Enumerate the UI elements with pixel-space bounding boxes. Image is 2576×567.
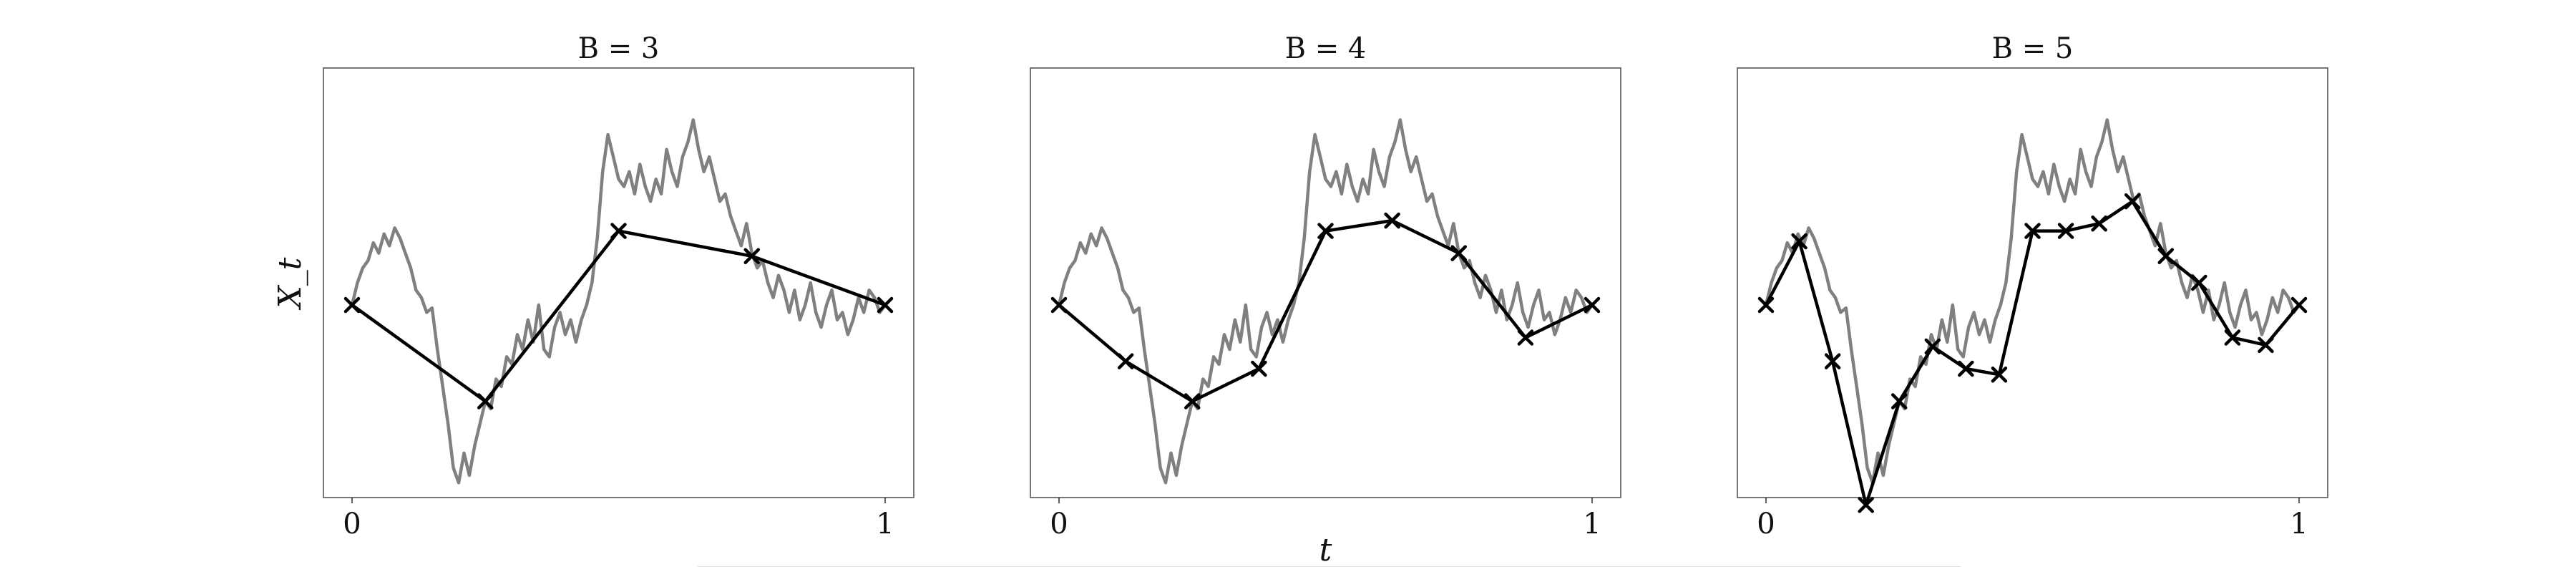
sample-marker [1858,497,1874,513]
sample-marker [743,248,760,265]
sample-marker [343,296,361,314]
sample-marker [1924,338,1941,355]
plot-frame [323,67,914,498]
sample-marker [1384,212,1400,229]
sample-marker [2024,223,2041,239]
sample-marker [1450,245,1467,261]
sample-marker [2224,329,2241,346]
sample-markers [1757,193,2308,513]
x-axis-label: t [1319,532,1332,567]
sample-marker [477,393,494,410]
x-tick-label: 0 [1050,508,1068,541]
sample-marker [877,296,894,314]
bridge-interpolation [1765,199,2301,507]
sample-marker [1317,223,1334,239]
sample-marker [1184,393,1201,410]
brownian-path [350,118,887,485]
sample-marker [2258,336,2274,354]
sample-marker [1791,233,1807,250]
plot-frame [1030,67,1621,498]
sample-marker [2091,215,2107,232]
sample-marker [1991,367,2008,383]
sample-marker [2057,223,2074,239]
y-axis-label: X_t [272,257,308,310]
sample-marker [1050,296,1068,314]
x-tick-label: 1 [1583,508,1601,541]
x-tick-label: 0 [1757,508,1775,541]
sample-marker [1757,296,1775,314]
sample-marker [1824,353,1841,369]
panel-title: B = 5 [1992,32,2074,65]
panel-title: B = 3 [578,32,660,65]
x-tick-label: 1 [876,508,894,541]
sample-marker [1117,353,1134,369]
sample-marker [2290,296,2308,314]
sample-marker [1891,393,1908,410]
sample-markers [1050,212,1601,410]
sample-marker [2191,274,2207,291]
sample-marker [1958,360,1974,377]
brownian-path [1764,118,2301,485]
sample-marker [1517,329,1534,346]
sample-markers [343,223,894,410]
sample-marker [2157,248,2174,265]
brownian-path [1057,118,1594,485]
sample-marker [1251,360,1267,377]
sample-marker [1584,296,1601,314]
x-tick-label: 1 [2290,508,2308,541]
x-tick-label: 0 [343,508,361,541]
sample-marker [2124,193,2141,210]
sample-marker [610,223,627,239]
plot-frame [1737,67,2328,498]
panel-title: B = 4 [1285,32,1367,65]
